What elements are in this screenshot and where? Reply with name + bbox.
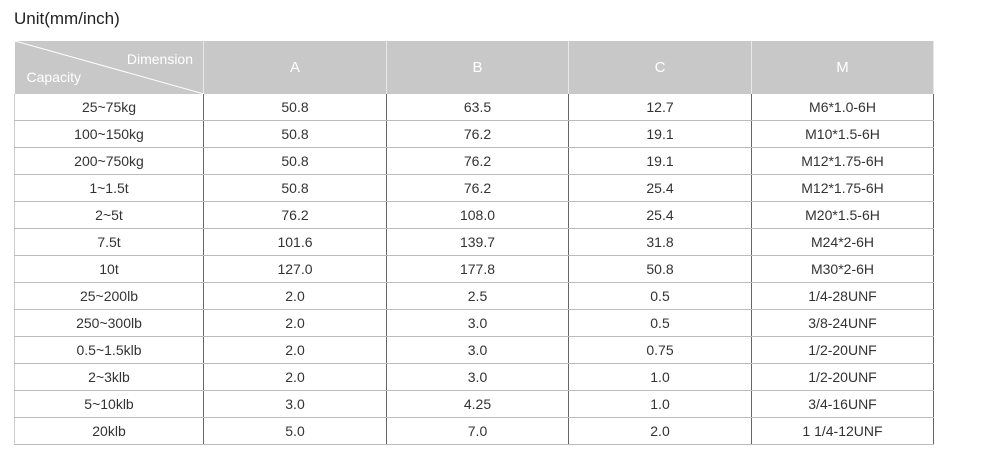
value-cell: 1 1/4-12UNF (751, 417, 934, 445)
value-cell: 3/8-24UNF (751, 309, 934, 337)
table-row: 100~150kg 50.8 76.2 19.1 M10*1.5-6H (14, 120, 934, 148)
value-cell: M20*1.5-6H (751, 201, 934, 229)
value-cell: 19.1 (568, 147, 752, 175)
value-cell: 0.5 (568, 309, 752, 337)
capacity-cell: 25~75kg (14, 94, 204, 121)
value-cell: 1.0 (568, 390, 752, 418)
capacity-cell: 250~300lb (14, 309, 204, 337)
table-row: 7.5t 101.6 139.7 31.8 M24*2-6H (14, 228, 934, 256)
value-cell: 177.8 (386, 255, 569, 283)
capacity-cell: 2~3klb (14, 363, 204, 391)
capacity-cell: 2~5t (14, 201, 204, 229)
value-cell: 25.4 (568, 174, 752, 202)
table-row: 25~200lb 2.0 2.5 0.5 1/4-28UNF (14, 282, 934, 310)
value-cell: 1/4-28UNF (751, 282, 934, 310)
value-cell: 108.0 (386, 201, 569, 229)
value-cell: 31.8 (568, 228, 752, 256)
value-cell: 2.5 (386, 282, 569, 310)
table-row: 0.5~1.5klb 2.0 3.0 0.75 1/2-20UNF (14, 336, 934, 364)
value-cell: 50.8 (203, 120, 387, 148)
value-cell: 127.0 (203, 255, 387, 283)
value-cell: 50.8 (203, 94, 387, 121)
value-cell: 0.5 (568, 282, 752, 310)
table-row: 10t 127.0 177.8 50.8 M30*2-6H (14, 255, 934, 283)
value-cell: 76.2 (386, 147, 569, 175)
value-cell: 3/4-16UNF (751, 390, 934, 418)
table-row: 250~300lb 2.0 3.0 0.5 3/8-24UNF (14, 309, 934, 337)
capacity-cell: 10t (14, 255, 204, 283)
capacity-cell: 5~10klb (14, 390, 204, 418)
value-cell: 50.8 (203, 174, 387, 202)
value-cell: 50.8 (568, 255, 752, 283)
value-cell: 63.5 (386, 94, 569, 121)
capacity-cell: 1~1.5t (14, 174, 204, 202)
column-header: B (386, 41, 569, 94)
value-cell: 50.8 (203, 147, 387, 175)
value-cell: 7.0 (386, 417, 569, 445)
value-cell: 76.2 (386, 174, 569, 202)
value-cell: 2.0 (568, 417, 752, 445)
value-cell: 4.25 (386, 390, 569, 418)
capacity-cell: 7.5t (14, 228, 204, 256)
table-row: 5~10klb 3.0 4.25 1.0 3/4-16UNF (14, 390, 934, 418)
value-cell: M10*1.5-6H (751, 120, 934, 148)
capacity-cell: 25~200lb (14, 282, 204, 310)
value-cell: 76.2 (386, 120, 569, 148)
table-body: 25~75kg 50.8 63.5 12.7 M6*1.0-6H 100~150kg 50.… (14, 94, 934, 445)
capacity-cell: 20klb (14, 417, 204, 445)
value-cell: 3.0 (386, 363, 569, 391)
value-cell: 12.7 (568, 94, 752, 121)
value-cell: 3.0 (386, 309, 569, 337)
table-row: 1~1.5t 50.8 76.2 25.4 M12*1.75-6H (14, 174, 934, 202)
value-cell: M12*1.75-6H (751, 147, 934, 175)
value-cell: 2.0 (203, 336, 387, 364)
value-cell: 3.0 (203, 390, 387, 418)
value-cell: 2.0 (203, 309, 387, 337)
value-cell: 76.2 (203, 201, 387, 229)
capacity-cell: 100~150kg (14, 120, 204, 148)
value-cell: 19.1 (568, 120, 752, 148)
value-cell: 101.6 (203, 228, 387, 256)
unit-title: Unit(mm/inch) (14, 9, 120, 28)
table-row: 20klb 5.0 7.0 2.0 1 1/4-12UNF (14, 417, 934, 445)
value-cell: 1.0 (568, 363, 752, 391)
table-row: 25~75kg 50.8 63.5 12.7 M6*1.0-6H (14, 94, 934, 121)
capacity-cell: 200~750kg (14, 147, 204, 175)
table-row: 2~3klb 2.0 3.0 1.0 1/2-20UNF (14, 363, 934, 391)
column-header: A (203, 41, 387, 94)
value-cell: 139.7 (386, 228, 569, 256)
value-cell: 0.75 (568, 336, 752, 364)
diagonal (14, 41, 204, 94)
value-cell: 2.0 (203, 282, 387, 310)
value-cell: M24*2-6H (751, 228, 934, 256)
table-row: 200~750kg 50.8 76.2 19.1 M12*1.75-6H (14, 147, 934, 175)
value-cell: M6*1.0-6H (751, 94, 934, 121)
value-cell: 3.0 (386, 336, 569, 364)
capacity-cell: 0.5~1.5klb (14, 336, 204, 364)
table-row: 2~5t 76.2 108.0 25.4 M20*1.5-6H (14, 201, 934, 229)
column-header-label: Dimension (126, 51, 193, 67)
value-cell: 2.0 (203, 363, 387, 391)
value-cell: 1/2-20UNF (751, 336, 934, 364)
column-header: C (568, 41, 752, 94)
value-cell: 25.4 (568, 201, 752, 229)
value-cell: 1/2-20UNF (751, 363, 934, 391)
corner-cell: Dimension Capacity (14, 41, 204, 94)
value-cell: 5.0 (203, 417, 387, 445)
column-header: M (751, 41, 934, 94)
row-header-label: Capacity (26, 69, 81, 85)
value-cell: M30*2-6H (751, 255, 934, 283)
value-cell: M12*1.75-6H (751, 174, 934, 202)
